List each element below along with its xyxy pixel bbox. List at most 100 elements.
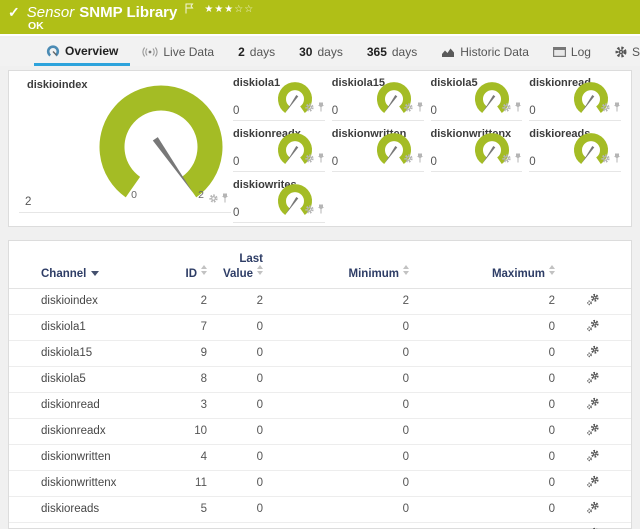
chart-icon: [441, 47, 455, 58]
channel-maximum-cell: 0: [409, 314, 555, 341]
channel-id-cell: 5: [167, 496, 207, 523]
tab-30-days-label: days: [317, 45, 343, 59]
channel-last-value-cell: 0: [207, 418, 263, 445]
gear-icon: [615, 46, 627, 58]
gauge-needle: [483, 146, 496, 164]
channel-settings-gears-icon[interactable]: [586, 293, 600, 309]
channel-minimum-cell: 0: [263, 496, 409, 523]
channel-settings-gear-icon[interactable]: [305, 99, 314, 117]
tab-365-days[interactable]: 365 days: [355, 38, 429, 66]
sensor-kind-label: Sensor: [26, 4, 75, 21]
column-header-maximum[interactable]: Maximum: [409, 247, 555, 289]
pin-gauge-icon[interactable]: [317, 99, 325, 117]
channel-row: diskioindex 2 2 2 2: [9, 288, 631, 315]
small-gauge-title: diskiola15: [331, 77, 385, 89]
pin-gauge-icon[interactable]: [416, 99, 424, 117]
id-header-label: ID: [185, 268, 198, 280]
channel-name-cell: diskionreadx: [9, 418, 167, 445]
channel-minimum-cell: 0: [263, 366, 409, 393]
channel-settings-gear-icon[interactable]: [403, 150, 413, 168]
channel-settings-gear-icon[interactable]: [209, 190, 218, 208]
channel-settings-gear-icon[interactable]: [305, 201, 314, 219]
channel-settings-gear-icon[interactable]: [502, 99, 511, 117]
channel-settings-gear-icon[interactable]: [305, 150, 314, 168]
channel-settings-gears-icon[interactable]: [586, 449, 600, 465]
small-gauge-value: 0: [331, 156, 339, 168]
channel-maximum-cell: 0: [409, 470, 555, 497]
sort-toggle-icon: [257, 265, 263, 275]
channel-id-cell: 10: [167, 418, 207, 445]
channel-settings-gear-icon[interactable]: [601, 99, 610, 117]
log-icon: [552, 47, 566, 57]
pin-gauge-icon[interactable]: [416, 150, 424, 168]
sensor-title: SNMP Library: [79, 4, 178, 21]
column-header-id[interactable]: ID: [167, 247, 207, 289]
small-gauge-tile: diskionreadx 0: [233, 128, 325, 172]
channel-row: diskiola1 7 0 0 0: [9, 314, 631, 341]
channel-minimum-cell: 0: [263, 418, 409, 445]
column-header-minimum[interactable]: Minimum: [263, 247, 409, 289]
tab-overview-label: Overview: [65, 43, 119, 58]
channel-settings-gear-icon[interactable]: [403, 99, 413, 117]
sensor-header: ✓ Sensor SNMP Library ★★★☆☆ OK: [0, 0, 640, 36]
tab-30-days[interactable]: 30 days: [287, 38, 355, 66]
priority-stars[interactable]: ★★★☆☆: [204, 4, 254, 15]
tab-live-data[interactable]: Live Data: [130, 38, 226, 66]
tab-settings[interactable]: Settings: [603, 38, 640, 66]
tab-365-days-label: days: [391, 45, 418, 59]
channel-id-cell: 8: [167, 366, 207, 393]
stars-filled: ★★★: [204, 4, 235, 15]
channel-last-value-cell: 0: [207, 496, 263, 523]
small-gauge-value: 0: [331, 105, 339, 117]
channel-settings-gears-icon[interactable]: [586, 319, 600, 335]
small-gauge-title: diskioreads: [529, 128, 591, 140]
tab-2-days[interactable]: 2 days: [226, 38, 287, 66]
ok-check-icon: ✓: [8, 4, 20, 20]
channel-id-cell: 2: [167, 288, 207, 315]
minimum-header-label: Minimum: [348, 268, 399, 280]
small-gauge-value: 0: [430, 105, 437, 117]
tab-2-days-number: 2: [238, 45, 245, 59]
channel-id-cell: 7: [167, 314, 207, 341]
tab-overview[interactable]: Overview: [34, 38, 131, 66]
channel-name-cell: diskioreads: [9, 496, 167, 523]
pin-gauge-icon[interactable]: [514, 99, 522, 117]
pin-gauge-icon[interactable]: [221, 190, 229, 208]
column-header-last-value[interactable]: Last Value: [207, 247, 263, 289]
channel-settings-gears-icon[interactable]: [586, 423, 600, 439]
channel-settings-gears-icon[interactable]: [586, 345, 600, 361]
small-gauge-value: 0: [233, 156, 240, 168]
channel-settings-gears-icon[interactable]: [586, 371, 600, 387]
priority-flag-icon[interactable]: [185, 1, 194, 19]
pin-gauge-icon[interactable]: [613, 99, 621, 117]
pin-gauge-icon[interactable]: [613, 150, 621, 168]
channel-settings-gears-icon[interactable]: [586, 397, 600, 413]
channel-row: diskiola15 9 0 0 0: [9, 340, 631, 367]
small-gauge-value: 0: [233, 105, 240, 117]
gauge-needle: [285, 95, 299, 113]
channel-last-value-cell: 0: [207, 340, 263, 367]
channel-settings-gear-icon[interactable]: [601, 150, 610, 168]
sort-toggle-icon: [403, 265, 409, 275]
small-gauge-title: diskiowrites: [233, 179, 297, 191]
gauge-icon: [46, 44, 60, 57]
small-gauge-title: diskiola1: [233, 77, 281, 89]
channel-name-cell: diskiowrites: [9, 522, 167, 529]
tab-live-data-label: Live Data: [163, 45, 215, 59]
tab-log[interactable]: Log: [541, 38, 603, 66]
pin-gauge-icon[interactable]: [514, 150, 522, 168]
column-header-channel[interactable]: Channel: [9, 247, 167, 289]
channel-name-cell: diskiola15: [9, 340, 167, 367]
channel-last-value-cell: 0: [207, 444, 263, 471]
channel-settings-gears-icon[interactable]: [586, 475, 600, 491]
channel-table-panel: Channel ID Last Value Minimum Maximum: [8, 240, 632, 529]
gauge-needle: [152, 137, 194, 193]
channel-id-cell: 9: [167, 340, 207, 367]
channel-settings-gears-icon[interactable]: [586, 501, 600, 517]
small-gauge-tile: diskioreads 0: [529, 128, 621, 172]
channel-row: diskioreads 5 0 0 0: [9, 496, 631, 523]
pin-gauge-icon[interactable]: [317, 150, 325, 168]
pin-gauge-icon[interactable]: [317, 201, 325, 219]
tab-historic-data[interactable]: Historic Data: [429, 38, 541, 66]
channel-settings-gear-icon[interactable]: [502, 150, 511, 168]
